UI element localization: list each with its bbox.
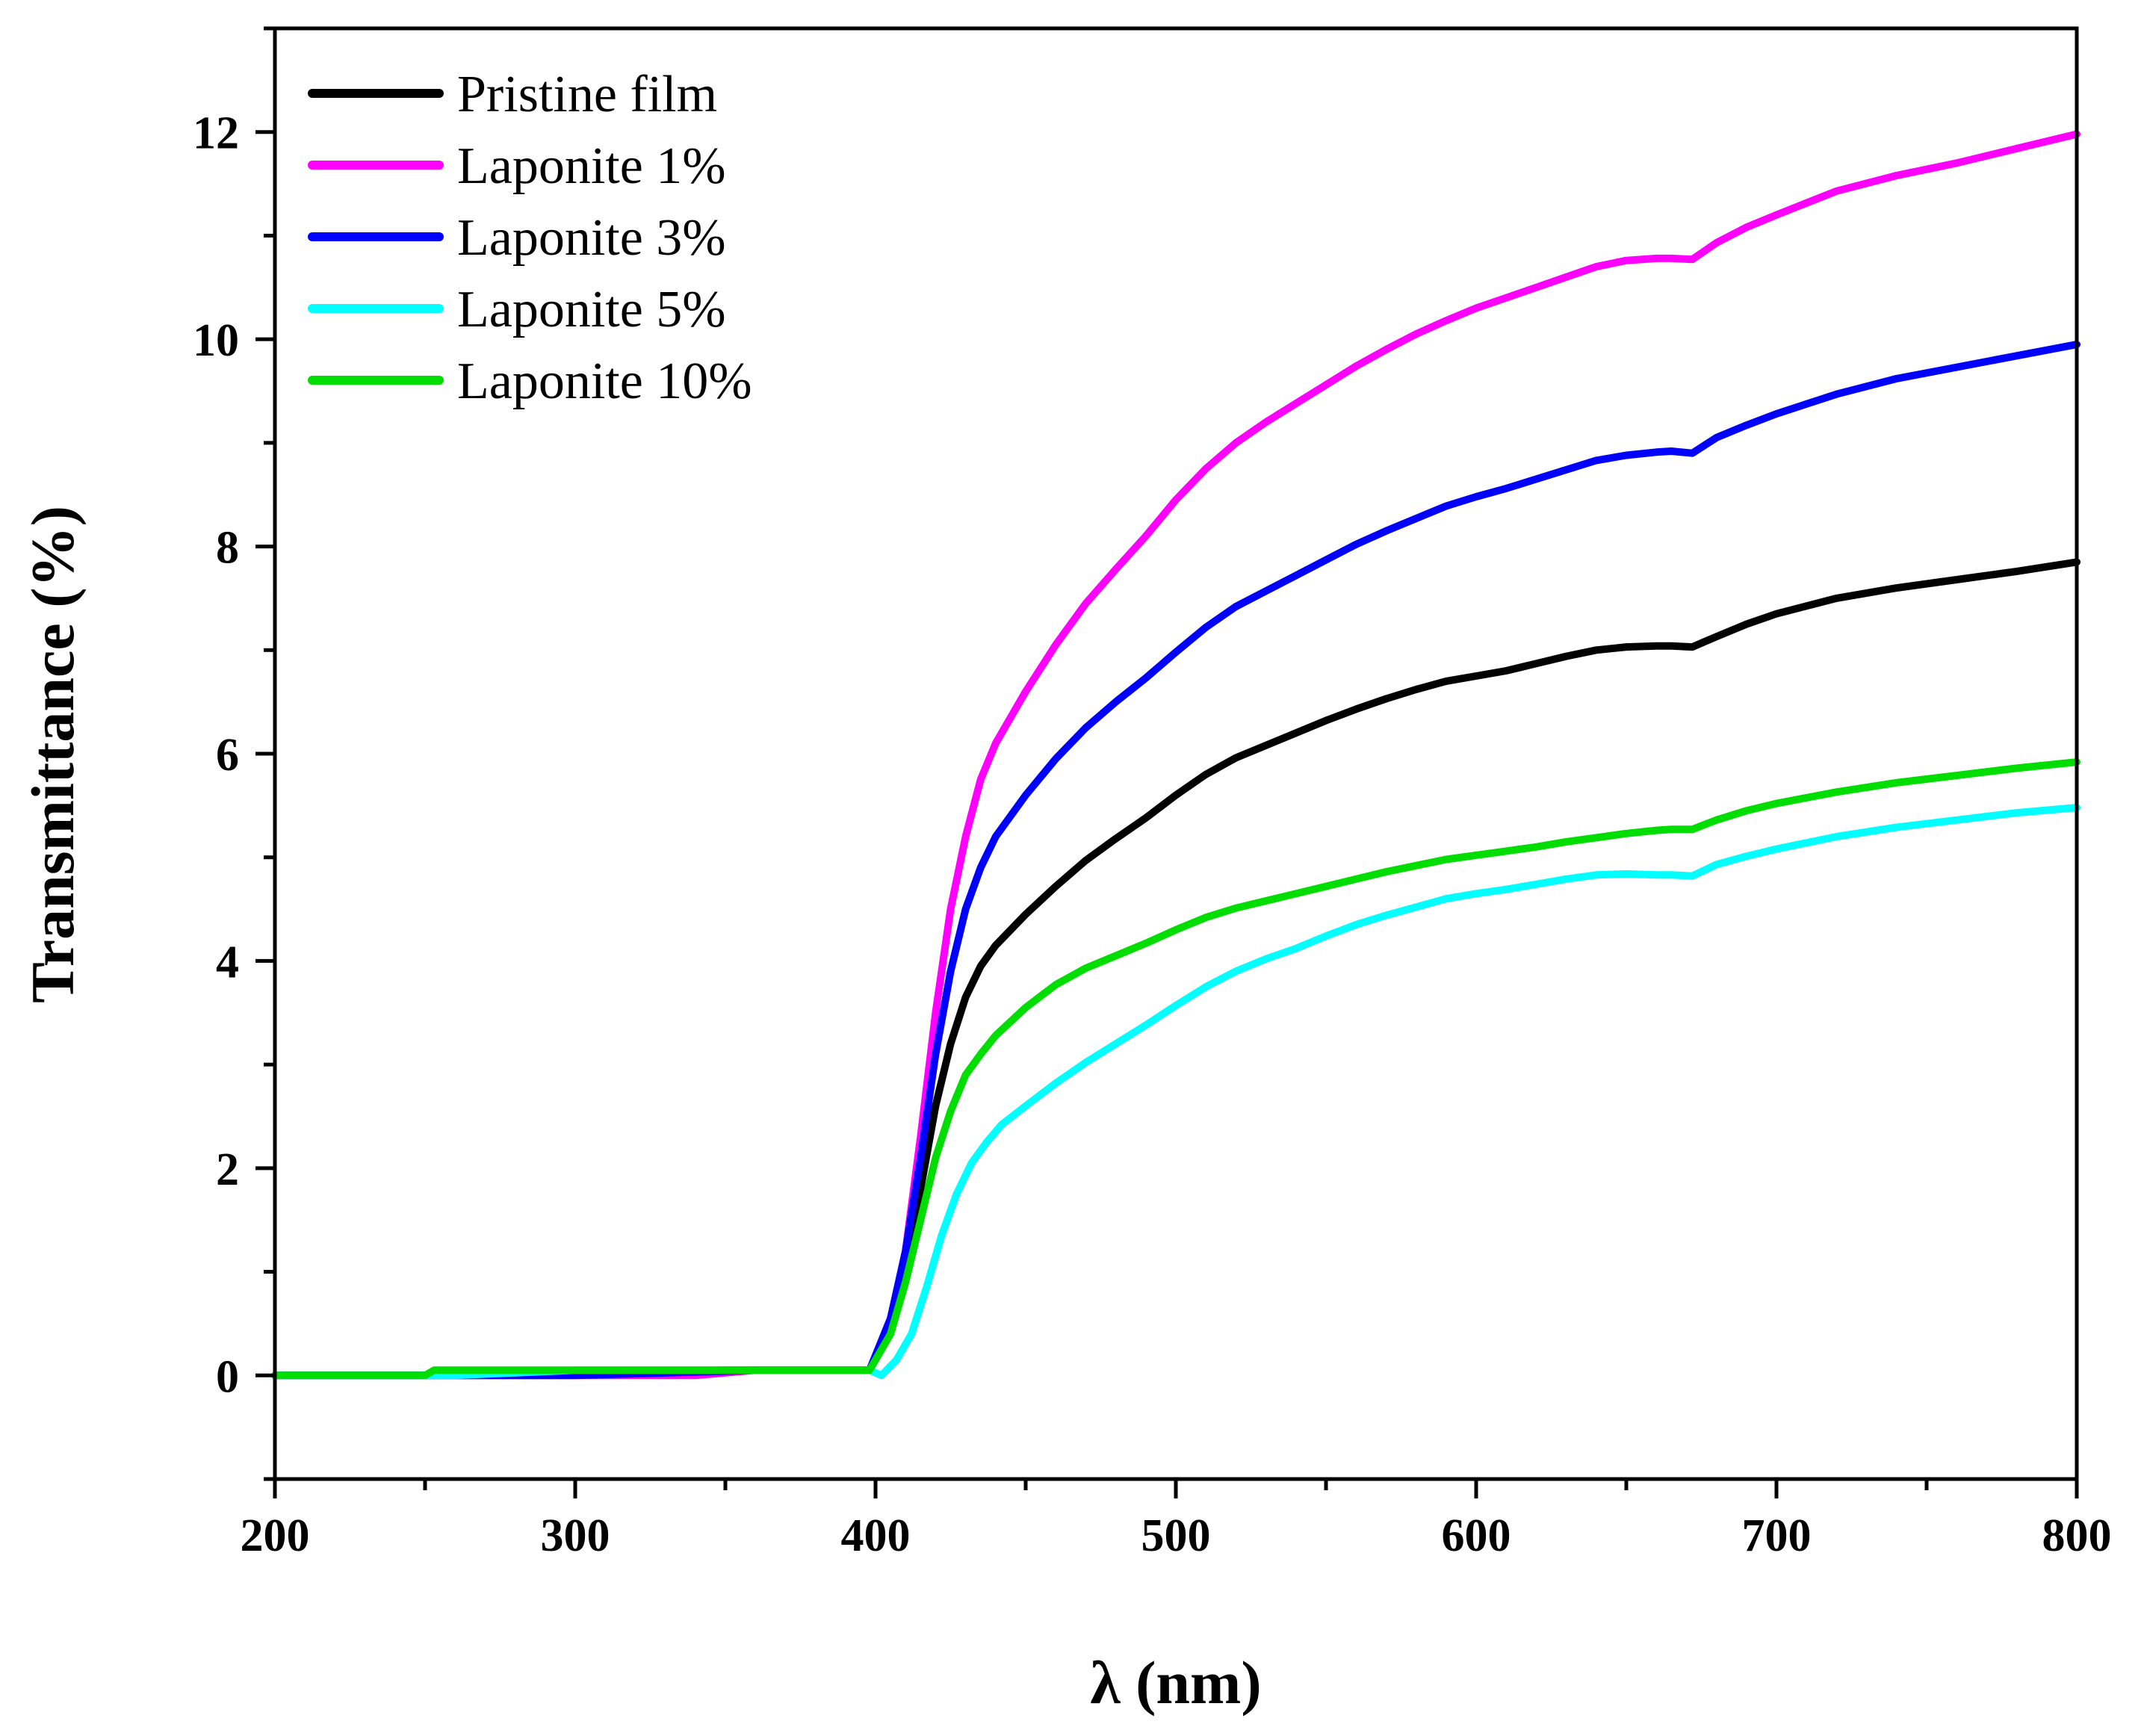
y-tick-label: 8 [216, 523, 239, 574]
x-tick-label: 200 [241, 1510, 310, 1561]
legend-label-1: Pristine film [457, 66, 717, 123]
legend-label-2: Laponite 1% [457, 137, 726, 195]
x-tick-label: 500 [1141, 1510, 1211, 1561]
y-tick-label: 10 [193, 315, 239, 366]
x-tick-label: 600 [1442, 1510, 1511, 1561]
x-tick-label: 400 [841, 1510, 911, 1561]
y-tick-label: 4 [216, 937, 239, 988]
ticks-layer: 200 300 400 500 600 700 800 0 2 4 6 8 10 12 [193, 26, 2112, 1561]
legend: Pristine film Laponite 1% Laponite 3% Lapon… [308, 66, 752, 410]
series-line-4 [271, 804, 2081, 1380]
x-tick-label: 700 [1742, 1510, 1812, 1561]
x-axis-title: λ (nm) [1090, 1649, 1261, 1717]
y-axis-title: Transmittance (%) [19, 506, 87, 1003]
x-tick-label: 300 [541, 1510, 610, 1561]
series-line-5 [271, 758, 2081, 1380]
y-tick-label: 12 [193, 108, 239, 159]
legend-label-3: Laponite 3% [457, 209, 726, 267]
y-tick-label: 2 [216, 1144, 239, 1195]
y-tick-label: 6 [216, 730, 239, 781]
x-tick-label: 800 [2042, 1510, 2112, 1561]
legend-label-5: Laponite 10% [457, 353, 752, 410]
legend-label-4: Laponite 5% [457, 281, 726, 338]
series-line-2 [271, 130, 2081, 1380]
series-line-3 [271, 341, 2081, 1380]
series-line-1 [271, 558, 2081, 1380]
series-layer [271, 130, 2081, 1380]
y-tick-label: 0 [216, 1351, 239, 1402]
